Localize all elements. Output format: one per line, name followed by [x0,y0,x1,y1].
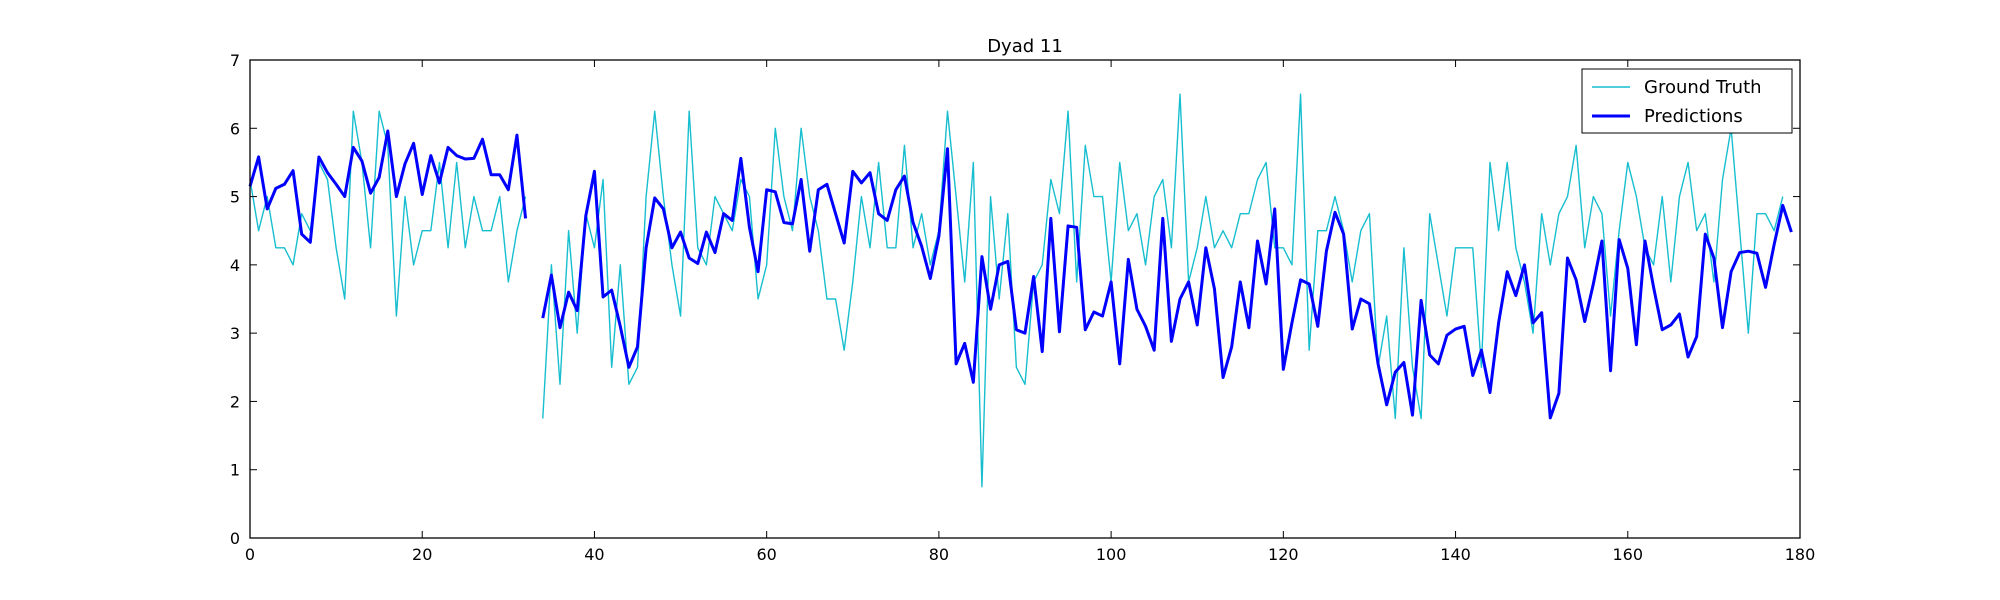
x-tick-label: 140 [1440,545,1471,564]
legend-box [1581,68,1793,134]
x-tick-label: 180 [1785,545,1816,564]
plot-lines [248,93,1793,488]
plot-frame [249,59,1801,539]
x-tick-label: 20 [412,545,432,564]
x-tick-label: 0 [245,545,255,564]
y-tick-label: 2 [230,392,240,411]
y-tick-label: 5 [230,188,240,207]
series-line-ground-truth-segment-1 [249,110,527,317]
legend-label-predictions: Predictions [1644,106,1743,127]
legend: Ground Truth Predictions [1581,68,1793,134]
y-tick-label: 0 [230,529,240,548]
chart-title: Dyad 11 [987,36,1063,57]
axis-ticks: 0 20 40 60 80 100 120 140 160 180 0 1 2 3 4 5 6 7 [230,51,1815,564]
y-tick-label: 4 [230,256,240,275]
series-line-predictions-segment-2 [541,147,1793,420]
legend-label-ground-truth: Ground Truth [1644,77,1762,98]
x-tick-label: 80 [929,545,949,564]
y-tick-label: 3 [230,324,240,343]
x-tick-label: 60 [756,545,776,564]
y-tick-label: 6 [230,119,240,138]
x-tick-label: 40 [584,545,604,564]
y-tick-label: 1 [230,461,240,480]
x-tick-label: 120 [1268,545,1299,564]
series-line-predictions-segment-1 [248,129,528,244]
x-tick-label: 100 [1096,545,1127,564]
y-tick-label: 7 [230,51,240,70]
series-line-ground-truth-segment-2 [542,93,1784,488]
x-tick-label: 160 [1613,545,1644,564]
